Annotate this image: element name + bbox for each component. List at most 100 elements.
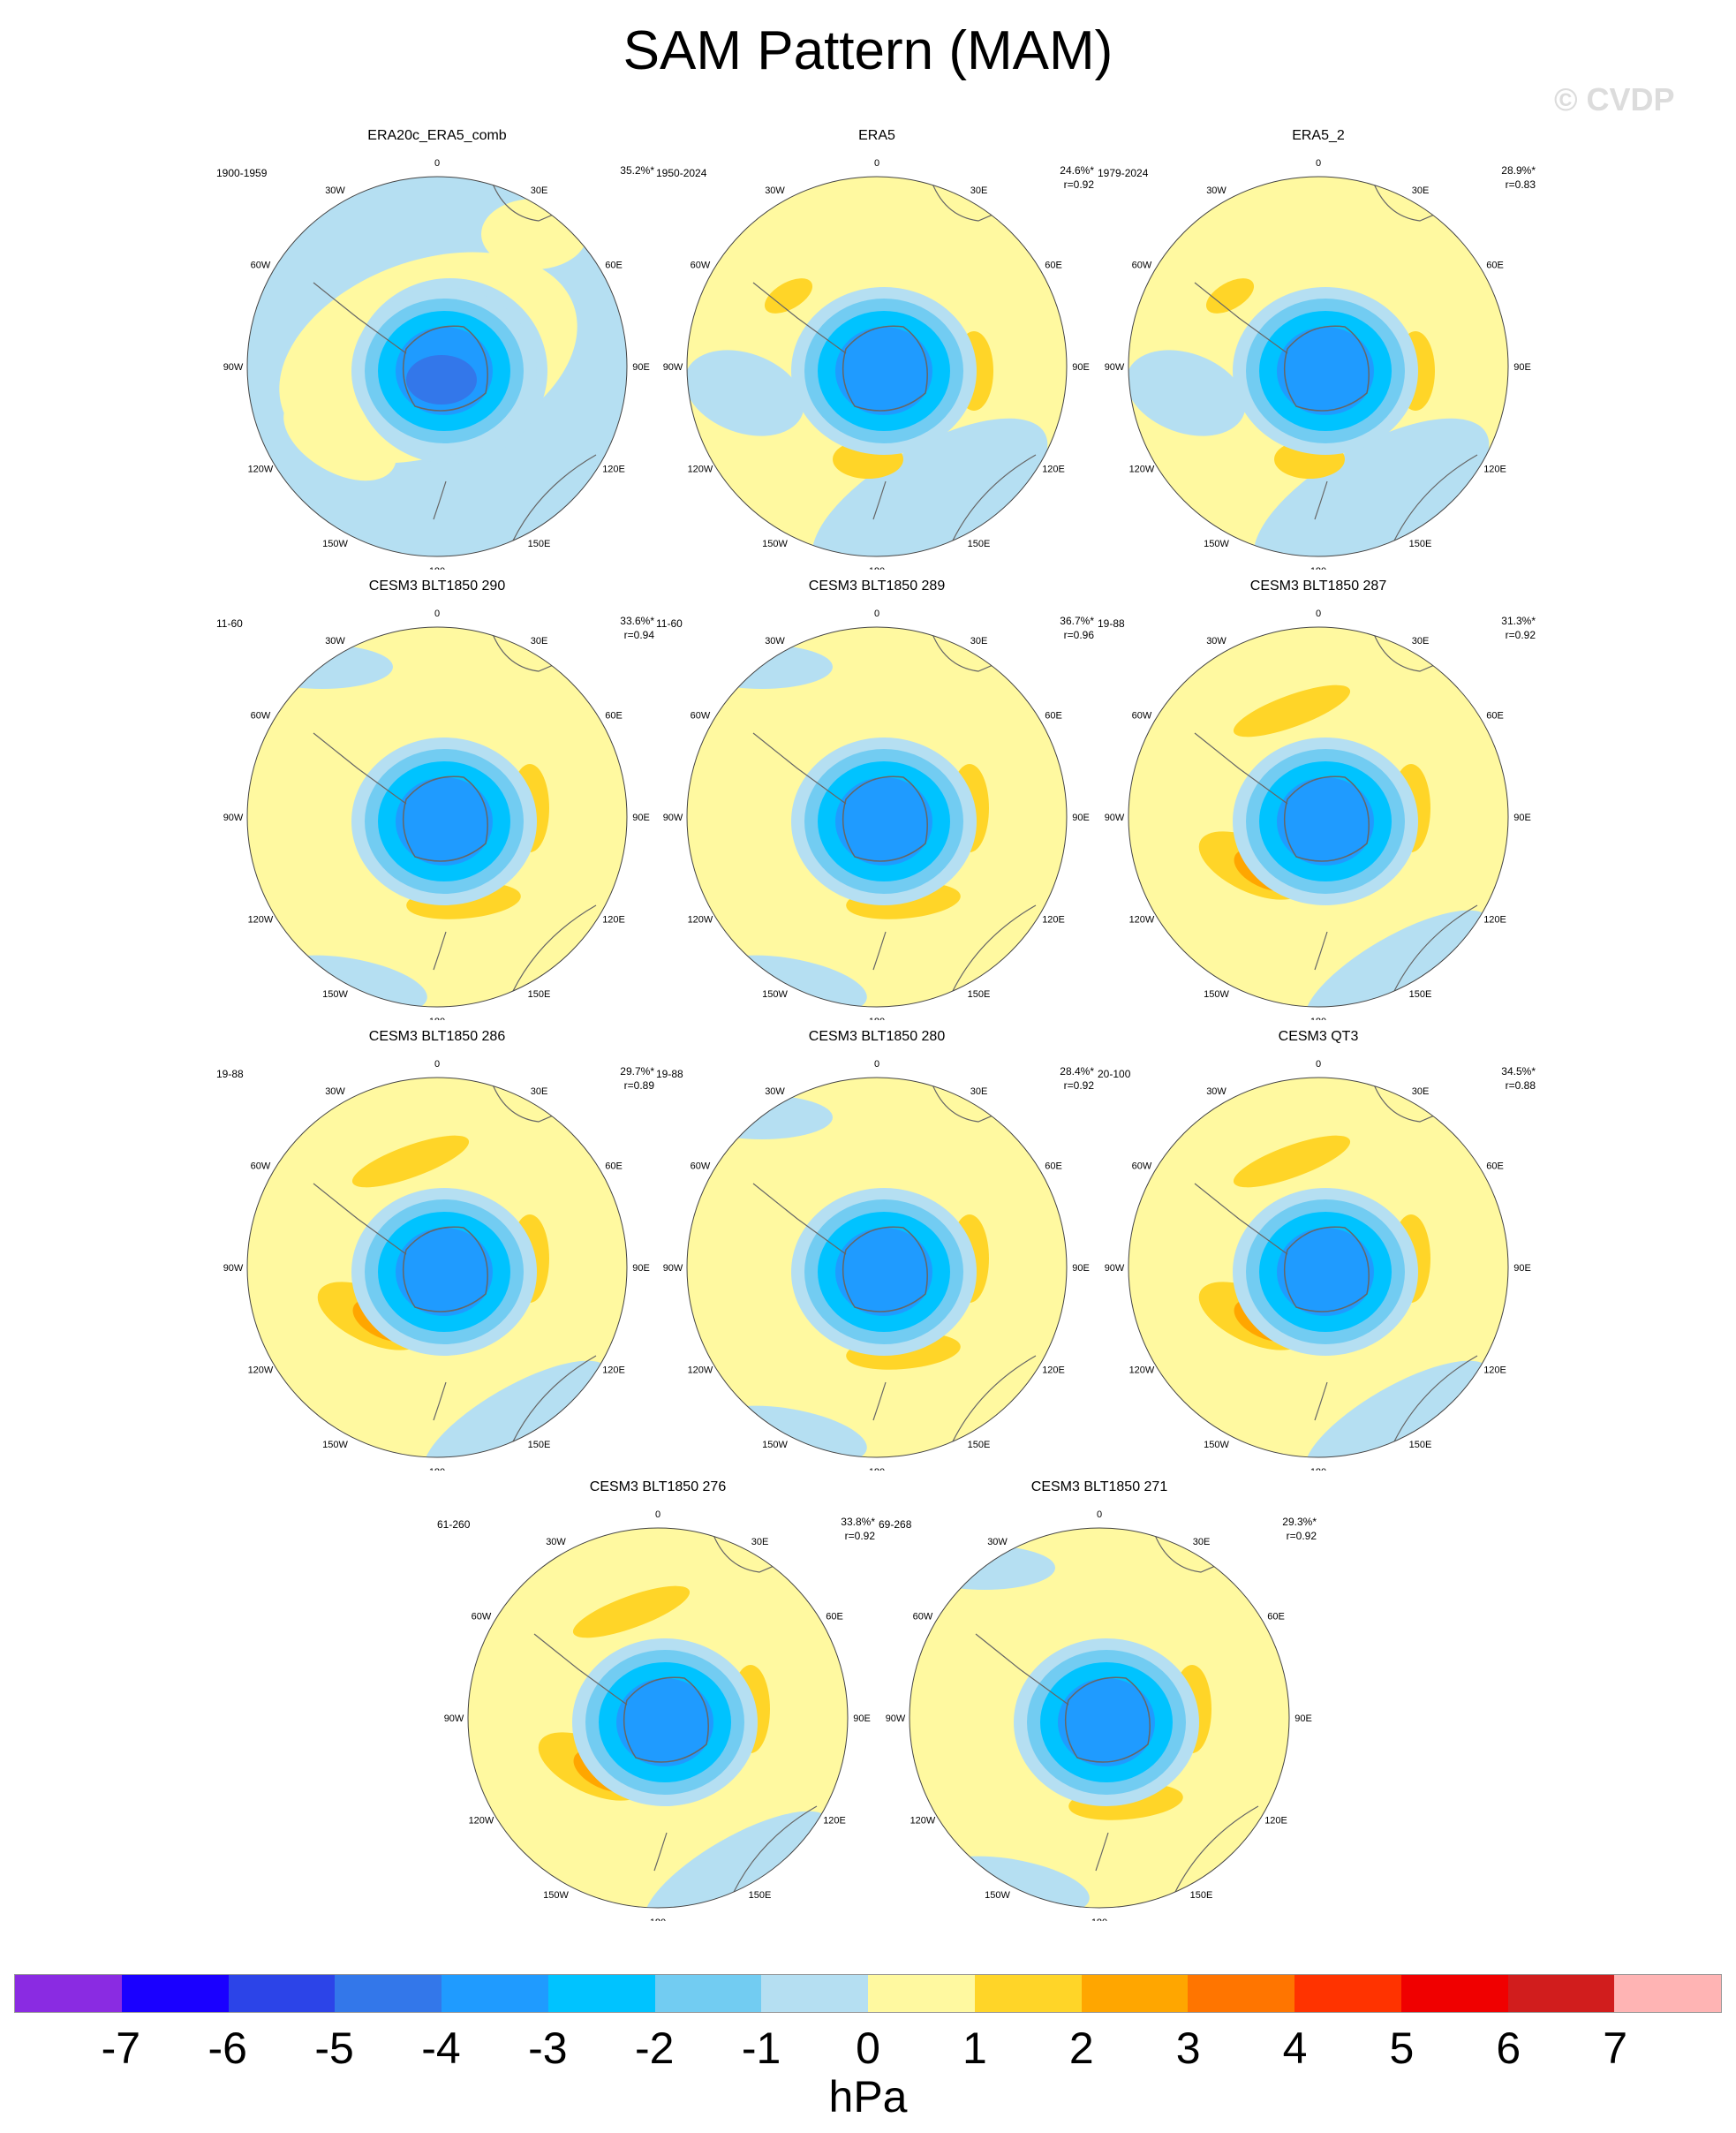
colorbar-tick-label: 0 (856, 2023, 880, 2073)
panel-years: 1979-2024 (1098, 167, 1149, 179)
longitude-label: 30E (1412, 1086, 1430, 1097)
longitude-label: 60W (691, 1161, 711, 1172)
antarctica-coastline (623, 1676, 709, 1763)
new-zealand-coastline (872, 931, 887, 971)
longitude-label: 150W (322, 1440, 348, 1450)
longitude-label: 150E (1409, 989, 1432, 1000)
longitude-label: 150E (968, 989, 991, 1000)
negative-lobe (644, 1811, 831, 1908)
new-zealand-coastline (1314, 480, 1328, 520)
panel-years: 11-60 (656, 617, 683, 630)
negative-lobe (687, 350, 804, 436)
panel-years: 19-88 (1098, 617, 1125, 630)
panel-stats: 29.3%* r=0.92 (1282, 1515, 1317, 1543)
colorbar-tick-label: -6 (208, 2023, 247, 2073)
longitude-label: 60W (472, 1612, 492, 1622)
variance-label: 31.3%* (1501, 615, 1536, 627)
longitude-label: 30E (531, 185, 548, 196)
map-panel: CESM3 BLT1850 276 61-260 33.8%* r=0.92 0 30E 6… (428, 1479, 887, 1921)
new-zealand-coastline (872, 480, 887, 520)
south-america-coastline (1194, 1183, 1288, 1255)
longitude-label: 120W (688, 1365, 713, 1376)
longitude-label: 150E (1409, 539, 1432, 549)
colorbar-tick-label: -4 (421, 2023, 461, 2073)
longitude-label: 120W (688, 465, 713, 475)
map-panel: CESM3 BLT1850 287 19-88 31.3%* r=0.92 0 30E 60… (1089, 579, 1548, 1020)
map-border (1128, 1077, 1509, 1458)
longitude-label: 30E (1412, 185, 1430, 196)
negative-contour (1277, 777, 1374, 866)
longitude-label: 30W (325, 636, 345, 647)
longitude-label: 0 (874, 609, 879, 619)
new-zealand-coastline (872, 1381, 887, 1421)
south-america-coastline (752, 1183, 847, 1255)
negative-lobe (914, 1546, 1055, 1590)
watermark: © CVDP (1554, 81, 1675, 117)
negative-lobe (1253, 418, 1490, 556)
longitude-label: 120E (1483, 465, 1506, 475)
colorbar-units: hPa (828, 2072, 908, 2122)
polar-map: 0 30E 60E 90E 120E 150E 180 150W 120W 90W 60W 30W (1105, 1059, 1531, 1471)
colorbar (14, 1974, 1722, 2013)
longitude-label: 90W (223, 813, 244, 823)
negative-contour (835, 777, 932, 866)
panel-title: CESM3 BLT1850 289 (808, 579, 946, 594)
panel-title: ERA5 (858, 128, 895, 143)
australia-coastline (947, 454, 1037, 553)
antarctica-coastline (1283, 1226, 1370, 1312)
longitude-label: 150E (968, 1440, 991, 1450)
colorbar-tick-label: 1 (962, 2023, 987, 2073)
new-zealand-coastline (433, 480, 447, 520)
longitude-label: 180 (869, 1017, 885, 1020)
panel-stats: 28.9%* r=0.83 (1501, 163, 1536, 192)
longitude-label: 60E (1045, 711, 1062, 722)
map-border (1128, 176, 1509, 557)
polar-map: 0 30E 60E 90E 120E 150E 180 150W 120W 90W 60W 30W (223, 609, 650, 1020)
correlation-label: r=0.92 (1286, 1530, 1317, 1542)
longitude-label: 90E (1513, 813, 1531, 823)
negative-contour (396, 1228, 493, 1316)
panel-stats: 29.7%* r=0.89 (620, 1064, 654, 1093)
polar-map: 0 30E 60E 90E 120E 150E 180 150W 120W 90W 60W 30W (663, 609, 1090, 1020)
map-border (246, 176, 628, 557)
polar-map: 0 30E 60E 90E 120E 150E 180 150W 120W 90W 60W 30W (886, 1509, 1312, 1921)
longitude-label: 60E (1045, 261, 1062, 271)
negative-contour (835, 1228, 932, 1316)
panel-years: 1900-1959 (216, 167, 268, 179)
longitude-label: 150W (762, 989, 788, 1000)
panel-title: CESM3 BLT1850 290 (368, 579, 506, 594)
colorbar-tick-label: -1 (741, 2023, 781, 2073)
longitude-label: 30W (546, 1537, 566, 1547)
negative-contour (616, 1678, 713, 1766)
longitude-label: 180 (429, 1467, 445, 1471)
longitude-label: 30W (987, 1537, 1008, 1547)
negative-lobe (1304, 1360, 1491, 1457)
new-zealand-coastline (433, 931, 447, 971)
colorbar-tick-label: 6 (1496, 2023, 1521, 2073)
longitude-label: 150E (528, 1440, 551, 1450)
map-panel: ERA20c_ERA5_comb 1900-1959 35.2%* 0 30E 60E 90… (208, 128, 667, 570)
longitude-label: 60E (1486, 711, 1504, 722)
longitude-label: 0 (874, 158, 879, 169)
panel-years: 19-88 (216, 1068, 244, 1080)
positive-lobe (764, 278, 813, 314)
longitude-label: 60W (691, 261, 711, 271)
south-america-coastline (752, 732, 847, 805)
panel-years: 1950-2024 (656, 167, 707, 179)
south-america-coastline (975, 1633, 1069, 1706)
polar-map: 0 30E 60E 90E 120E 150E 180 150W 120W 90W 60W 30W (223, 1059, 650, 1471)
panel-title: CESM3 BLT1850 287 (1249, 579, 1387, 594)
australia-coastline (507, 904, 597, 1003)
longitude-label: 90E (1072, 813, 1090, 823)
australia-coastline (1388, 454, 1478, 553)
longitude-label: 120W (248, 1365, 274, 1376)
longitude-label: 90E (1513, 1263, 1531, 1274)
polar-map: 0 30E 60E 90E 120E 150E 180 150W 120W 90W 60W 30W (444, 1509, 871, 1921)
longitude-label: 30W (325, 185, 345, 196)
longitude-label: 0 (655, 1509, 660, 1520)
antarctica-coastline (402, 1226, 488, 1312)
longitude-label: 0 (434, 1059, 440, 1070)
negative-lobe (691, 1095, 833, 1139)
longitude-label: 120W (469, 1816, 494, 1827)
correlation-label: r=0.96 (1063, 629, 1094, 641)
